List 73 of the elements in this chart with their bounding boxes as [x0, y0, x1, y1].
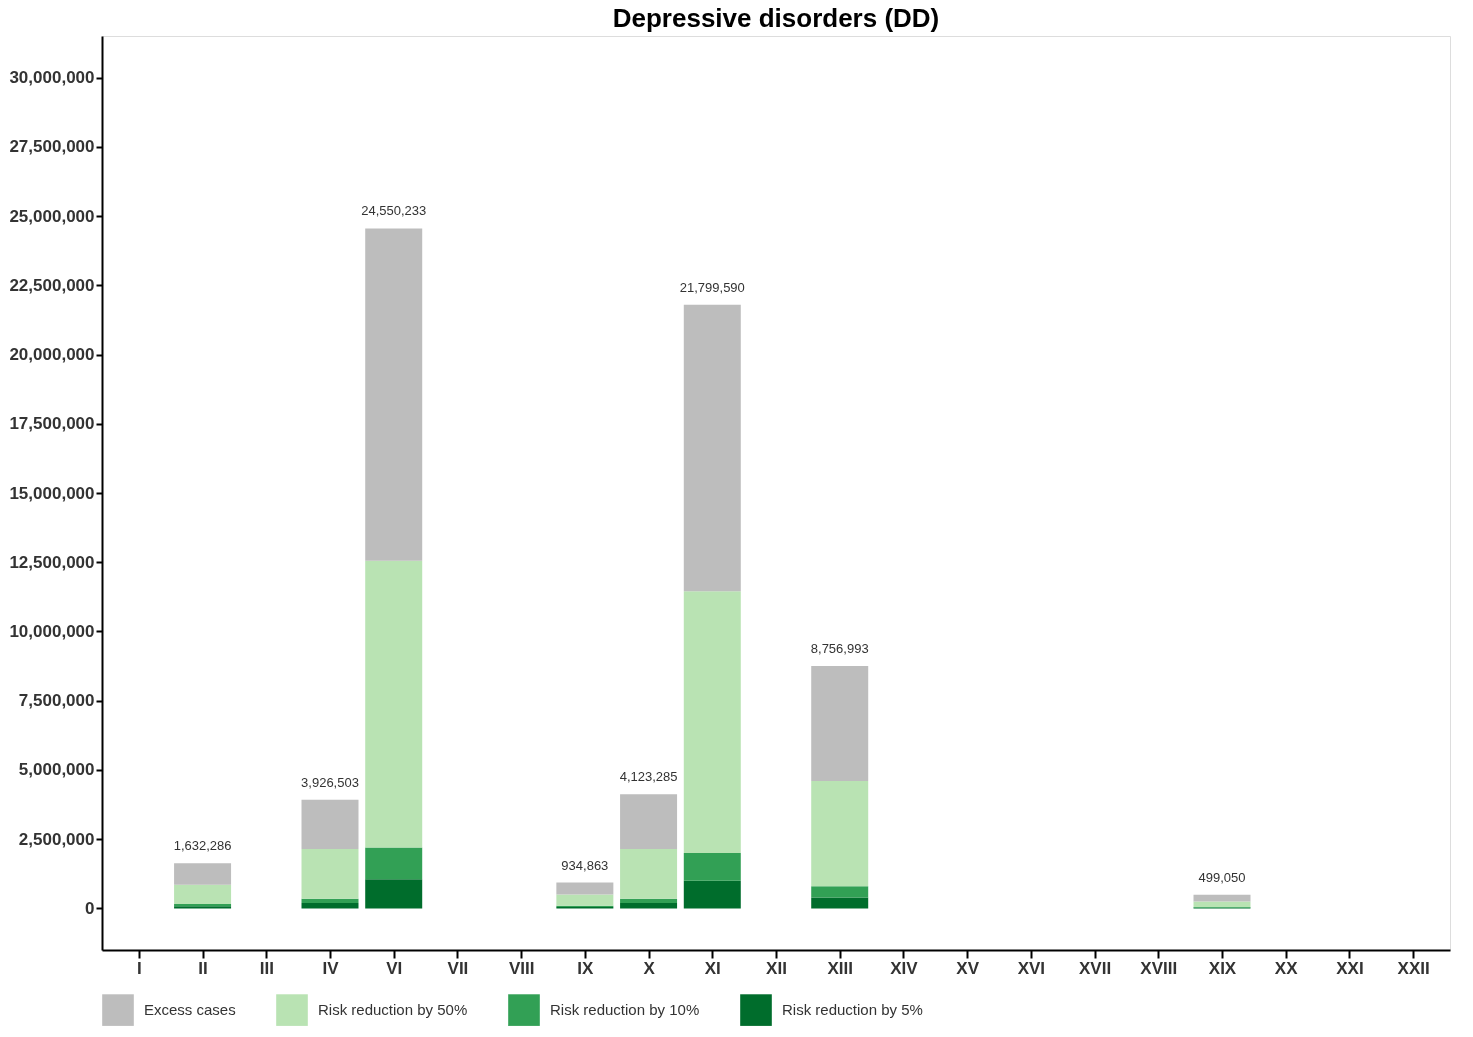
y-tick-label: 15,000,000 [9, 483, 95, 503]
y-tick-label: 2,500,000 [18, 829, 95, 849]
legend-label: Risk reduction by 10% [550, 1001, 700, 1019]
total-label: 1,632,286 [173, 838, 232, 854]
bar [365, 560, 423, 848]
total-label: 3,926,503 [301, 774, 359, 790]
bar [811, 665, 869, 782]
bar [174, 863, 232, 885]
bar [620, 902, 678, 909]
x-tick-label: VIII [508, 958, 535, 978]
y-tick-label: 17,500,000 [9, 414, 95, 434]
bar [301, 898, 359, 903]
bar [365, 847, 423, 880]
x-tick-label: XV [956, 958, 980, 978]
x-tick-label: IX [577, 958, 595, 978]
bar [301, 902, 359, 909]
x-tick-label: XII [766, 958, 787, 978]
y-tick-label: 12,500,000 [9, 552, 95, 572]
x-tick-label: XIV [890, 958, 919, 978]
y-tick-label: 10,000,000 [9, 621, 95, 641]
x-tick-label: XI [704, 958, 721, 978]
bar [811, 886, 869, 898]
bar [620, 794, 678, 849]
x-tick-label: XIX [1208, 958, 1237, 978]
total-label: 24,550,233 [361, 203, 427, 219]
total-label: 4,123,285 [619, 769, 678, 785]
bar [365, 879, 423, 909]
legend-label: Risk reduction by 50% [318, 1001, 468, 1019]
x-tick-label: II [198, 958, 208, 978]
bar [811, 897, 869, 909]
y-tick-label: 22,500,000 [9, 275, 95, 295]
y-tick-label: 0 [85, 898, 95, 918]
y-tick-label: 27,500,000 [9, 137, 95, 157]
total-label: 21,799,590 [679, 279, 745, 295]
bar [620, 898, 678, 903]
x-tick-label: X [643, 958, 656, 978]
bar [683, 853, 741, 881]
bar [556, 882, 614, 895]
bar [301, 799, 359, 849]
x-tick-label: XVIII [1140, 958, 1178, 978]
bar [1193, 901, 1251, 908]
bar [683, 880, 741, 909]
x-tick-label: III [259, 958, 274, 978]
x-tick-label: I [136, 958, 142, 978]
legend-label: Excess cases [144, 1001, 236, 1019]
bar [620, 848, 678, 899]
total-label: 8,756,993 [810, 640, 869, 656]
x-tick-label: XX [1274, 958, 1299, 978]
bar [365, 228, 423, 561]
bar [1193, 894, 1251, 902]
bar [811, 781, 869, 887]
bar [556, 894, 614, 906]
x-tick-label: XVI [1017, 958, 1046, 978]
x-tick-label: XXI [1336, 958, 1364, 978]
y-tick-label: 7,500,000 [18, 691, 95, 711]
x-tick-label: XIII [827, 958, 853, 978]
x-tick-label: VI [386, 958, 403, 978]
y-tick-label: 20,000,000 [9, 345, 95, 365]
x-tick-label: IV [322, 958, 340, 978]
x-tick-label: XVII [1079, 958, 1112, 978]
x-tick-label: VII [447, 958, 469, 978]
y-tick-label: 5,000,000 [18, 760, 95, 780]
total-label: 934,863 [561, 857, 609, 873]
y-tick-label: 25,000,000 [9, 206, 95, 226]
bar [301, 848, 359, 899]
legend-label: Risk reduction by 5% [782, 1001, 923, 1019]
y-tick-label: 30,000,000 [9, 68, 95, 88]
total-label: 499,050 [1198, 869, 1246, 885]
bar [174, 884, 232, 905]
x-tick-label: XXII [1397, 958, 1430, 978]
chart-title: Depressive disorders (DD) [612, 3, 940, 33]
bar [683, 591, 741, 854]
bar [683, 304, 741, 592]
